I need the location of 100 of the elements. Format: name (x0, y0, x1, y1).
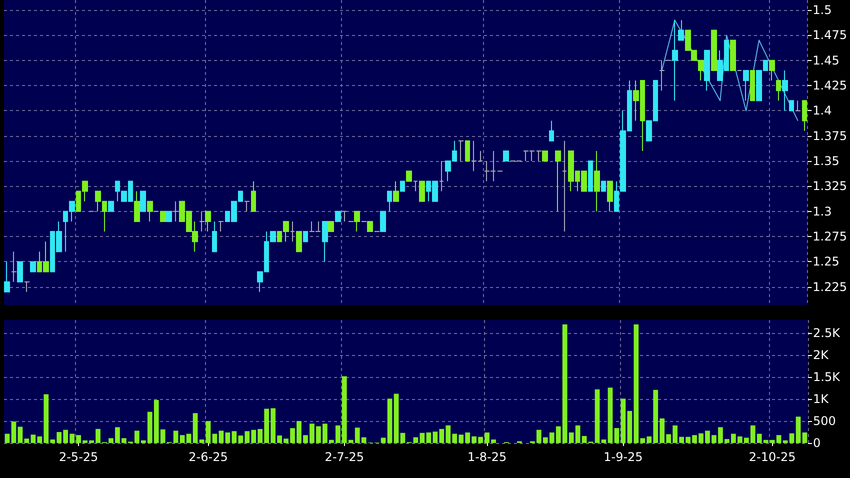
x-tick-label: 2-6-25 (188, 450, 228, 464)
candlestick (542, 150, 548, 162)
bar (218, 430, 224, 443)
x-tick-label: 1-8-25 (467, 450, 507, 464)
candlestick (419, 180, 425, 202)
candlestick (776, 80, 781, 102)
candlestick (303, 231, 308, 242)
candlestick (743, 70, 749, 102)
y-tick-label: 1.375 (812, 128, 848, 143)
y-tick-label: 2.5K (813, 326, 842, 340)
candlestick (199, 210, 205, 232)
candlestick (465, 140, 470, 162)
candlestick (555, 150, 561, 212)
candlestick (140, 190, 146, 212)
y-tick-label: 1K (813, 392, 830, 406)
candlestick (335, 210, 341, 222)
y-tick-label: 0 (813, 436, 821, 450)
candlestick (711, 30, 717, 71)
candlestick (659, 60, 665, 92)
candlestick (205, 210, 211, 232)
candlestick (160, 210, 166, 222)
candlestick (173, 200, 179, 222)
bar (608, 388, 613, 443)
bar (614, 428, 620, 443)
candlestick (562, 140, 567, 232)
candlestick (387, 190, 392, 212)
candlestick (400, 180, 405, 192)
bar (420, 432, 425, 443)
candlestick (212, 220, 217, 252)
y-tick-label: 1.325 (812, 179, 848, 194)
candlestick (802, 100, 807, 132)
bar (594, 389, 600, 443)
bar (789, 433, 794, 443)
candlestick (795, 100, 801, 112)
bar (796, 416, 801, 443)
y-tick-label: 1.5K (813, 370, 842, 384)
x-tick-label: 2-5-25 (58, 450, 98, 464)
bar (18, 426, 23, 443)
candlestick (17, 261, 23, 282)
candlestick (108, 200, 114, 212)
candlestick (594, 150, 600, 212)
y-tick-label: 1.275 (812, 230, 848, 244)
y-tick-label: 1.475 (812, 28, 848, 42)
candlestick (296, 231, 302, 252)
x-tick-label: 2-7-25 (324, 450, 364, 464)
candlestick (322, 220, 328, 262)
candlestick (413, 180, 418, 192)
candlestick (536, 150, 542, 162)
candlestick (588, 160, 593, 192)
candlestick (406, 170, 412, 182)
candlestick (478, 150, 483, 162)
candlestick (4, 261, 10, 292)
candlestick (30, 261, 36, 272)
y-tick-label: 1.45 (812, 53, 840, 68)
bar (802, 432, 808, 443)
candlestick (218, 220, 224, 232)
bar (387, 398, 392, 443)
candlestick (166, 210, 172, 222)
y-tick-label: 1.225 (812, 280, 848, 294)
y-tick-label: 1.4 (812, 104, 832, 118)
candlestick (672, 20, 678, 102)
candlestick (782, 70, 788, 112)
y-tick-label: 2K (813, 348, 830, 362)
y-tick-label: 1.425 (812, 78, 848, 93)
candlestick (11, 251, 17, 282)
y-tick-label: 1.35 (812, 154, 840, 168)
candlestick (704, 50, 710, 92)
candlestick (769, 60, 775, 82)
candlestick (607, 180, 613, 212)
x-tick-label: 2-10-25 (748, 450, 796, 464)
candlestick (244, 200, 250, 212)
candlestick (134, 190, 140, 222)
candlestick (24, 281, 30, 292)
y-tick-label: 1.5 (812, 3, 832, 18)
bar (400, 432, 406, 443)
candlestick (393, 180, 399, 202)
y-tick-label: 1.25 (812, 254, 840, 269)
candlestick (458, 140, 464, 162)
candlestick (439, 160, 444, 192)
candlestick (380, 210, 386, 232)
candlestick (367, 220, 373, 232)
y-tick-label: 1.3 (812, 204, 832, 218)
bar (212, 434, 218, 443)
y-tick-label: 500 (813, 414, 836, 428)
bar (394, 394, 399, 443)
candlestick (730, 40, 736, 71)
bar (4, 434, 10, 443)
candlestick (601, 180, 606, 192)
bar (11, 421, 16, 443)
bar (186, 434, 192, 443)
candlestick (503, 150, 509, 162)
bar (192, 413, 198, 443)
candlestick (251, 180, 256, 212)
candlestick (354, 210, 360, 232)
candlestick (341, 210, 347, 222)
candlestick (750, 70, 755, 102)
candlestick (549, 120, 554, 142)
candlestick (328, 220, 334, 232)
candlestick (147, 200, 153, 222)
bar (620, 398, 626, 443)
